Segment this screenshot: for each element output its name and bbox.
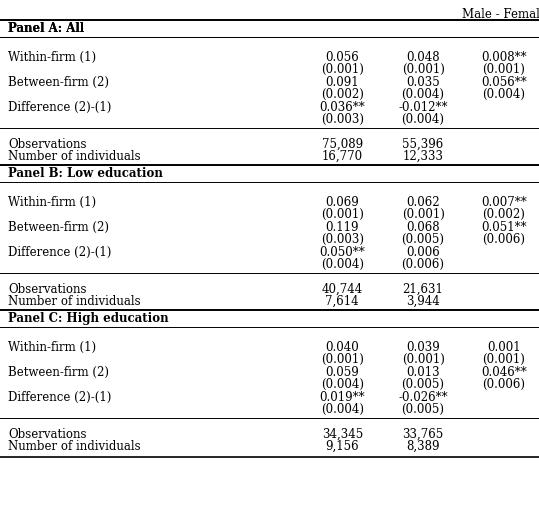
Text: 0.008**: 0.008**	[481, 51, 527, 64]
Text: 0.048: 0.048	[406, 51, 440, 64]
Text: Difference (2)-(1): Difference (2)-(1)	[8, 246, 112, 259]
Text: Number of individuals: Number of individuals	[8, 295, 141, 308]
Text: Between-firm (2): Between-firm (2)	[8, 76, 109, 89]
Text: Between-firm (2): Between-firm (2)	[8, 366, 109, 379]
Text: Between-firm (2): Between-firm (2)	[8, 221, 109, 234]
Text: 0.051**: 0.051**	[481, 221, 527, 234]
Text: Within-firm (1): Within-firm (1)	[8, 341, 96, 354]
Text: 55,396: 55,396	[403, 138, 444, 151]
Text: 0.001: 0.001	[487, 341, 521, 354]
Text: 21,631: 21,631	[403, 283, 444, 296]
Text: 0.062: 0.062	[406, 196, 440, 209]
Text: (0.005): (0.005)	[402, 233, 445, 246]
Text: (0.003): (0.003)	[321, 113, 364, 126]
Text: (0.006): (0.006)	[402, 258, 445, 271]
Text: (0.001): (0.001)	[321, 353, 364, 366]
Text: Within-firm (1): Within-firm (1)	[8, 51, 96, 64]
Text: (0.005): (0.005)	[402, 403, 445, 416]
Text: 3,944: 3,944	[406, 295, 440, 308]
Text: (0.001): (0.001)	[482, 353, 526, 366]
Text: Panel C: High education: Panel C: High education	[8, 312, 169, 325]
Text: 0.091: 0.091	[326, 76, 359, 89]
Text: Panel A: All: Panel A: All	[8, 22, 84, 35]
Text: (0.004): (0.004)	[321, 258, 364, 271]
Text: Panel A: All: Panel A: All	[8, 22, 84, 35]
Text: 0.069: 0.069	[326, 196, 359, 209]
Text: 75,089: 75,089	[322, 138, 363, 151]
Text: -0.012**: -0.012**	[398, 101, 448, 114]
Text: 0.059: 0.059	[326, 366, 359, 379]
Text: -0.026**: -0.026**	[398, 391, 448, 404]
Text: 16,770: 16,770	[322, 150, 363, 163]
Text: (0.006): (0.006)	[482, 378, 526, 391]
Text: (0.001): (0.001)	[321, 63, 364, 76]
Text: 7,614: 7,614	[326, 295, 359, 308]
Text: 0.050**: 0.050**	[320, 246, 365, 259]
Text: 40,744: 40,744	[322, 283, 363, 296]
Text: 0.056**: 0.056**	[481, 76, 527, 89]
Text: Number of individuals: Number of individuals	[8, 440, 141, 453]
Text: (0.004): (0.004)	[482, 88, 526, 101]
Text: Male - Female: Male - Female	[461, 8, 539, 21]
Text: 0.068: 0.068	[406, 221, 440, 234]
Text: Difference (2)-(1): Difference (2)-(1)	[8, 101, 112, 114]
Text: (0.003): (0.003)	[321, 233, 364, 246]
Text: 0.035: 0.035	[406, 76, 440, 89]
Text: 9,156: 9,156	[326, 440, 359, 453]
Text: (0.001): (0.001)	[482, 63, 526, 76]
Text: (0.002): (0.002)	[482, 208, 526, 221]
Text: 0.036**: 0.036**	[320, 101, 365, 114]
Text: (0.001): (0.001)	[321, 208, 364, 221]
Text: Observations: Observations	[8, 283, 87, 296]
Text: (0.004): (0.004)	[321, 403, 364, 416]
Text: (0.002): (0.002)	[321, 88, 364, 101]
Text: Difference (2)-(1): Difference (2)-(1)	[8, 391, 112, 404]
Text: (0.004): (0.004)	[321, 378, 364, 391]
Text: 0.040: 0.040	[326, 341, 359, 354]
Text: 0.007**: 0.007**	[481, 196, 527, 209]
Text: 12,333: 12,333	[403, 150, 444, 163]
Text: Number of individuals: Number of individuals	[8, 150, 141, 163]
Text: Observations: Observations	[8, 138, 87, 151]
Text: (0.001): (0.001)	[402, 208, 445, 221]
Text: (0.006): (0.006)	[482, 233, 526, 246]
Text: (0.001): (0.001)	[402, 63, 445, 76]
Text: Within-firm (1): Within-firm (1)	[8, 196, 96, 209]
Text: (0.001): (0.001)	[402, 353, 445, 366]
Text: 0.006: 0.006	[406, 246, 440, 259]
Text: 33,765: 33,765	[403, 428, 444, 441]
Text: 0.019**: 0.019**	[320, 391, 365, 404]
Text: Panel B: Low education: Panel B: Low education	[8, 167, 163, 180]
Text: Observations: Observations	[8, 428, 87, 441]
Text: 34,345: 34,345	[322, 428, 363, 441]
Text: (0.004): (0.004)	[402, 88, 445, 101]
Text: 0.013: 0.013	[406, 366, 440, 379]
Text: 0.056: 0.056	[326, 51, 359, 64]
Text: 0.039: 0.039	[406, 341, 440, 354]
Text: (0.005): (0.005)	[402, 378, 445, 391]
Text: (0.004): (0.004)	[402, 113, 445, 126]
Text: 8,389: 8,389	[406, 440, 440, 453]
Text: 0.046**: 0.046**	[481, 366, 527, 379]
Text: 0.119: 0.119	[326, 221, 359, 234]
